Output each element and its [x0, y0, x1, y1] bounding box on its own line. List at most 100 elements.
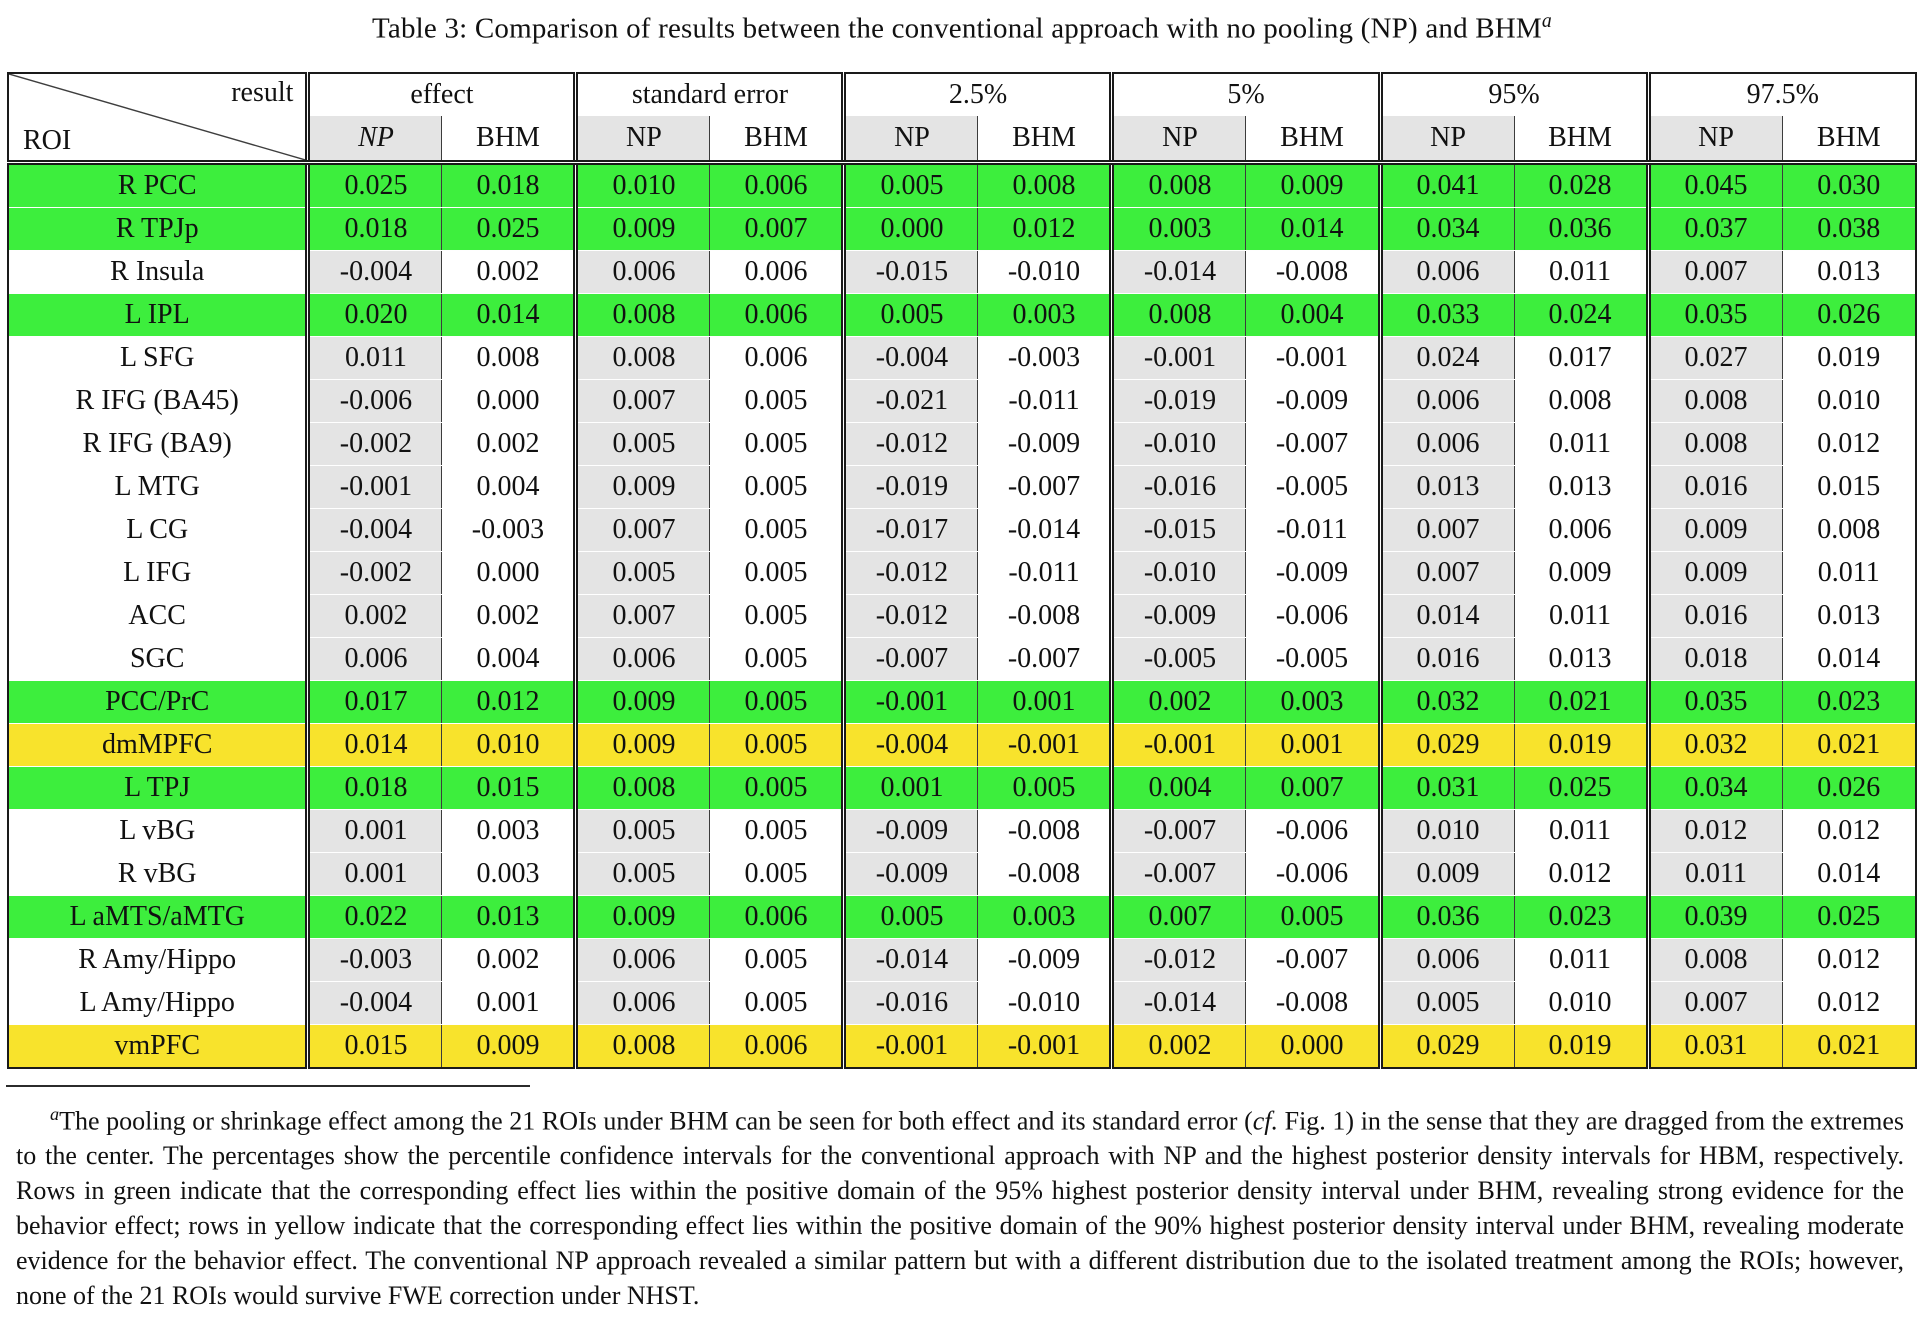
bhm-value-cell: 0.005 [709, 422, 844, 466]
table-row: L SFG 0.011 0.008 0.008 0.006 -0.004 -0.003 -0.… [7, 336, 1917, 380]
bhm-value-cell: 0.003 [441, 809, 576, 853]
roi-label: L SFG [7, 336, 308, 380]
bhm-value-cell: -0.011 [1245, 508, 1380, 552]
header-effect-bhm: BHM [441, 115, 576, 165]
np-value-cell: 0.024 [1377, 336, 1514, 380]
roi-label: R vBG [7, 852, 308, 896]
bhm-value-cell: 0.005 [709, 852, 844, 896]
bhm-value-cell: 0.011 [1513, 594, 1649, 638]
bhm-value-cell: 0.010 [1513, 981, 1649, 1025]
bhm-value-cell: -0.007 [1245, 938, 1380, 982]
np-value-cell: 0.005 [841, 895, 978, 939]
np-value-cell: 0.007 [573, 594, 710, 638]
roi-label: R TPJp [7, 207, 308, 251]
bhm-value-cell: 0.030 [1781, 162, 1917, 208]
np-value-cell: -0.016 [841, 981, 978, 1025]
header-95-bhm: BHM [1513, 115, 1649, 165]
bhm-value-cell: 0.011 [1781, 551, 1917, 595]
np-value-cell: 0.008 [573, 1024, 710, 1069]
np-value-cell: 0.006 [1377, 250, 1514, 294]
bhm-value-cell: 0.005 [709, 379, 844, 423]
bhm-value-cell: 0.000 [441, 379, 576, 423]
footnote-rule [6, 1084, 530, 1087]
np-value-cell: -0.012 [1109, 938, 1246, 982]
bhm-value-cell: 0.011 [1513, 938, 1649, 982]
np-value-cell: -0.015 [841, 250, 978, 294]
table-row: L IPL 0.020 0.014 0.008 0.006 0.005 0.003 0.008… [7, 293, 1917, 337]
corner-cell: result ROI [7, 72, 308, 165]
bhm-value-cell: 0.011 [1513, 809, 1649, 853]
bhm-value-cell: -0.006 [1245, 852, 1380, 896]
bhm-value-cell: 0.006 [709, 293, 844, 337]
bhm-value-cell: 0.014 [1781, 852, 1917, 896]
table-body: R PCC 0.025 0.018 0.010 0.006 0.005 0.008 0.008… [7, 162, 1917, 1069]
bhm-value-cell: 0.025 [1513, 766, 1649, 810]
np-value-cell: 0.013 [1377, 465, 1514, 509]
bhm-value-cell: 0.025 [1781, 895, 1917, 939]
bhm-value-cell: 0.004 [441, 465, 576, 509]
table-row: L vBG 0.001 0.003 0.005 0.005 -0.009 -0.008 -0.… [7, 809, 1917, 853]
np-value-cell: 0.008 [573, 293, 710, 337]
np-value-cell: 0.016 [1645, 594, 1783, 638]
bhm-value-cell: 0.003 [977, 293, 1112, 337]
np-value-cell: 0.041 [1377, 162, 1514, 208]
np-value-cell: 0.002 [1109, 1024, 1246, 1069]
np-value-cell: 0.027 [1645, 336, 1783, 380]
bhm-value-cell: 0.019 [1513, 1024, 1649, 1069]
np-value-cell: 0.009 [573, 207, 710, 251]
np-value-cell: -0.019 [1109, 379, 1246, 423]
np-value-cell: 0.005 [841, 293, 978, 337]
np-value-cell: 0.009 [1377, 852, 1514, 896]
bhm-value-cell: 0.001 [977, 680, 1112, 724]
np-value-cell: 0.039 [1645, 895, 1783, 939]
bhm-value-cell: -0.011 [977, 551, 1112, 595]
bhm-value-cell: -0.007 [1245, 422, 1380, 466]
bhm-value-cell: -0.008 [1245, 981, 1380, 1025]
roi-label: R Insula [7, 250, 308, 294]
bhm-value-cell: -0.008 [977, 594, 1112, 638]
bhm-value-cell: -0.005 [1245, 465, 1380, 509]
bhm-value-cell: -0.008 [977, 852, 1112, 896]
bhm-value-cell: -0.009 [977, 938, 1112, 982]
column-group-95-percent: 95% [1377, 72, 1649, 116]
bhm-value-cell: 0.026 [1781, 766, 1917, 810]
bhm-value-cell: 0.012 [1781, 422, 1917, 466]
np-value-cell: -0.007 [841, 637, 978, 681]
bhm-value-cell: 0.015 [1781, 465, 1917, 509]
bhm-value-cell: 0.009 [1513, 551, 1649, 595]
bhm-value-cell: 0.008 [977, 162, 1112, 208]
diagonal-divider-line [9, 74, 306, 160]
np-value-cell: 0.005 [573, 422, 710, 466]
np-value-cell: 0.003 [1109, 207, 1246, 251]
np-value-cell: 0.032 [1645, 723, 1783, 767]
header-2-5-np: NP [841, 115, 978, 165]
np-value-cell: 0.006 [305, 637, 442, 681]
roi-label: L TPJ [7, 766, 308, 810]
results-table: result ROI effect standard error 2.5% 5%… [6, 71, 1918, 1069]
np-value-cell: 0.017 [305, 680, 442, 724]
table-row: L TPJ 0.018 0.015 0.008 0.005 0.001 0.005 0.004… [7, 766, 1917, 810]
np-value-cell: 0.036 [1377, 895, 1514, 939]
bhm-value-cell: 0.024 [1513, 293, 1649, 337]
bhm-value-cell: -0.006 [1245, 594, 1380, 638]
np-value-cell: 0.035 [1645, 680, 1783, 724]
np-value-cell: -0.003 [305, 938, 442, 982]
bhm-value-cell: 0.000 [1245, 1024, 1380, 1069]
column-group-97-5-percent: 97.5% [1645, 72, 1917, 116]
bhm-value-cell: 0.005 [709, 723, 844, 767]
table-row: L CG -0.004 -0.003 0.007 0.005 -0.017 -0.014 -0… [7, 508, 1917, 552]
np-value-cell: 0.000 [841, 207, 978, 251]
bhm-value-cell: -0.006 [1245, 809, 1380, 853]
np-value-cell: 0.007 [1377, 551, 1514, 595]
header-se-np: NP [573, 115, 710, 165]
np-value-cell: -0.021 [841, 379, 978, 423]
np-value-cell: 0.007 [1645, 981, 1783, 1025]
bhm-value-cell: 0.025 [441, 207, 576, 251]
np-value-cell: 0.005 [1377, 981, 1514, 1025]
bhm-value-cell: 0.012 [1513, 852, 1649, 896]
np-value-cell: -0.015 [1109, 508, 1246, 552]
bhm-value-cell: 0.023 [1781, 680, 1917, 724]
np-value-cell: 0.009 [573, 465, 710, 509]
np-value-cell: 0.007 [573, 508, 710, 552]
bhm-value-cell: 0.005 [709, 465, 844, 509]
